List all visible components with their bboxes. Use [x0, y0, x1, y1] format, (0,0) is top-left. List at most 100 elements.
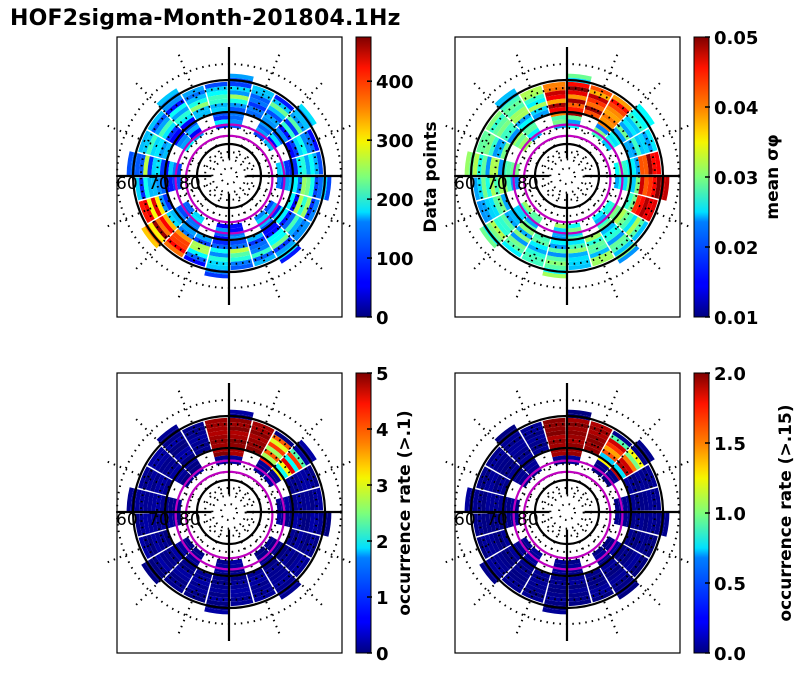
heatmap-cell [291, 494, 299, 511]
heatmap-cell [275, 575, 296, 593]
heatmap-cell [274, 463, 289, 479]
heatmap-cell [146, 198, 159, 219]
heatmap-cell [627, 112, 645, 132]
heatmap-cell [158, 455, 174, 474]
heatmap-cell [604, 135, 616, 149]
oval-contour [174, 123, 286, 235]
heatmap-cell [190, 101, 209, 113]
heatmap-cell [316, 512, 324, 535]
heatmap-cell [528, 437, 547, 449]
heatmap-cell [298, 439, 317, 462]
heatmap-cell [155, 513, 163, 531]
heatmap-cell [516, 225, 533, 240]
heatmap-cell [262, 557, 278, 572]
dotted-latitude-circle [549, 158, 585, 194]
heatmap-cell [229, 119, 243, 126]
heatmap-cell [187, 583, 208, 595]
heatmap-cell [147, 492, 154, 512]
heatmap-cell [611, 94, 633, 112]
heatmap-cell [286, 451, 303, 470]
heatmap-cell [253, 210, 267, 221]
heatmap-cell [162, 549, 178, 567]
heatmap-cell [154, 532, 166, 551]
heatmap-cell [269, 133, 282, 147]
colorbar-label: mean σφ [763, 134, 783, 219]
heatmap-cell [247, 101, 267, 112]
heatmap-cell [493, 158, 500, 176]
heatmap-cell [141, 562, 160, 585]
heatmap-cell [480, 468, 492, 490]
figure-title: HOF2sigma-Month-201804.1Hz [10, 6, 401, 31]
heatmap-cell [496, 455, 512, 474]
heatmap-cell [486, 222, 504, 243]
heatmap-cell [630, 137, 642, 156]
heatmap-cell [589, 425, 611, 437]
heatmap-cell [567, 115, 582, 122]
heatmap-cell [169, 127, 183, 144]
heatmap-cell [253, 130, 266, 142]
heatmap-cell [209, 587, 229, 594]
heatmap-cell [229, 98, 248, 105]
heatmap-cell [607, 437, 627, 454]
heatmap-cell [178, 225, 195, 240]
heatmap-cell [638, 512, 645, 531]
heatmap-cell [230, 246, 250, 254]
heatmap-cell [285, 477, 296, 495]
heatmap-cell [649, 152, 657, 175]
heatmap-cell [604, 202, 617, 216]
heatmap-cell [525, 583, 546, 595]
heatmap-cell [303, 490, 311, 511]
heatmap-cell [207, 430, 228, 438]
heatmap-cell [269, 204, 282, 219]
heatmap-cell [283, 160, 290, 176]
heatmap-cell [188, 463, 202, 475]
heatmap-cell [261, 116, 278, 130]
heatmap-cell [515, 113, 532, 128]
heatmap-cell [165, 98, 185, 116]
heatmap-cell [268, 230, 287, 246]
heatmap-cell [206, 263, 229, 271]
heatmap-cells [464, 73, 670, 279]
heatmap-cell [178, 561, 195, 576]
heatmap-cell [624, 451, 641, 470]
heatmap-cell [591, 210, 605, 221]
heatmap-cell [526, 463, 540, 475]
heatmap-cell [567, 106, 584, 113]
colorbar-label: Data points [421, 121, 441, 232]
heatmap-cell [183, 475, 195, 488]
heatmap-cell [567, 417, 590, 425]
heatmap-cell [207, 94, 228, 102]
heatmap-cell [611, 236, 631, 254]
heatmap-cell [271, 569, 290, 586]
heatmap-cell [278, 546, 293, 563]
heatmap-cell [261, 452, 278, 466]
heatmap-cell [206, 90, 228, 98]
heatmap-cell [265, 444, 283, 460]
heatmap-cell [292, 473, 304, 492]
heatmap-cell [623, 477, 634, 495]
colorbar-tick-label: 3 [376, 476, 389, 497]
heatmap-cell [493, 218, 510, 237]
heatmap-cell [229, 90, 250, 97]
heatmap-cell [530, 105, 548, 117]
heatmap-cell [507, 545, 522, 561]
heatmap-cell [600, 221, 616, 236]
oval-contour [512, 123, 624, 235]
latitude-label-80: 80 [179, 174, 201, 194]
heatmap-cell [613, 162, 620, 176]
heatmap-cell [485, 513, 493, 534]
colorbar-tick-label: 2.0 [714, 364, 746, 385]
heatmap-cell [588, 429, 609, 441]
heatmap-cell [654, 512, 662, 535]
heatmap-cell [662, 512, 670, 537]
heatmap-cell [168, 176, 175, 192]
heatmap-cell [275, 208, 289, 225]
heatmap-cell [229, 426, 250, 433]
heatmap-cell [151, 157, 158, 176]
heatmap-cell [151, 493, 158, 512]
heatmap-cell [493, 494, 500, 512]
heatmap-cell [613, 239, 634, 257]
heatmap-cell [605, 105, 624, 121]
heatmap-cell [507, 127, 521, 144]
